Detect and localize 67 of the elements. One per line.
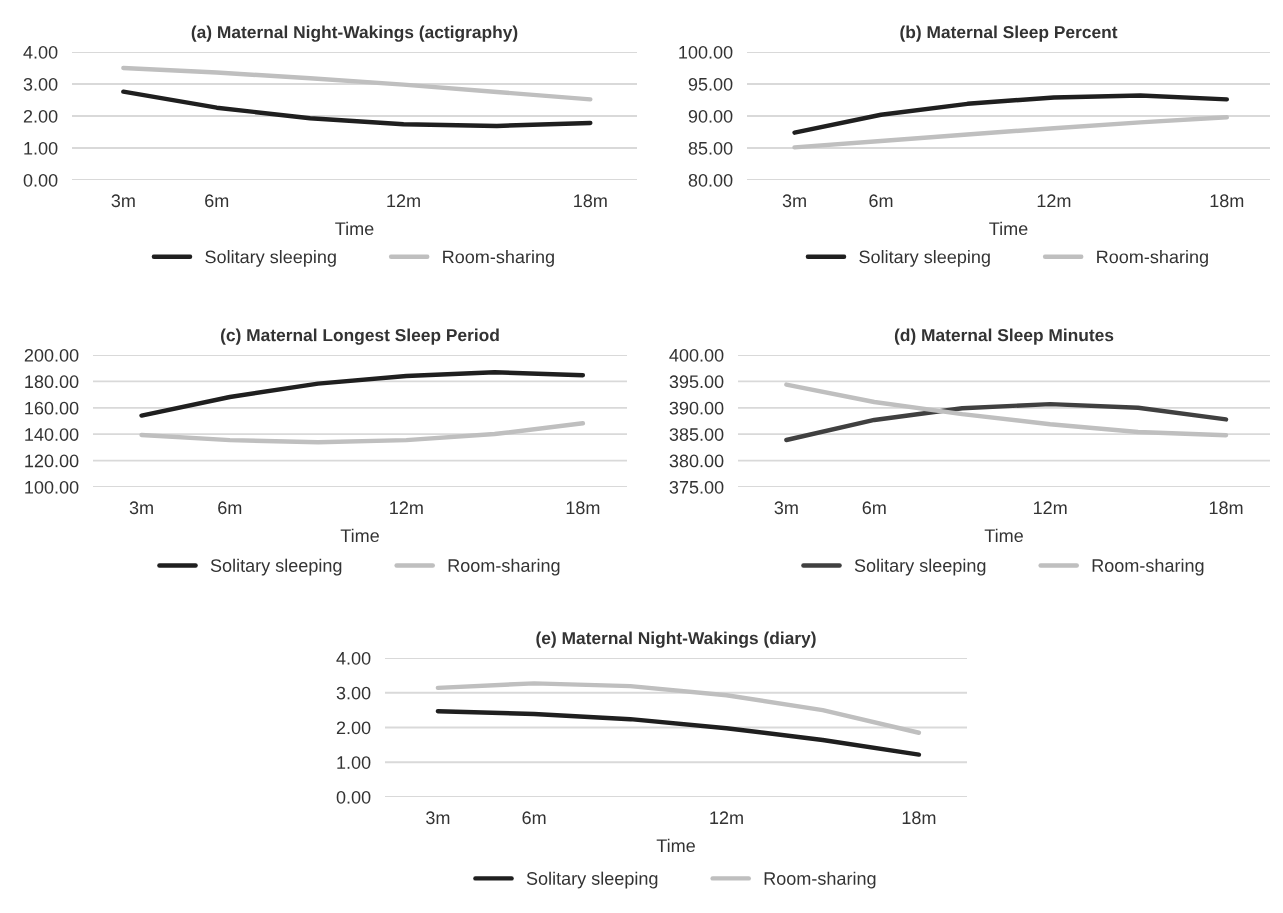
legend-label: Room-sharing [1097,250,1208,267]
x-tick-label: 18m [1209,501,1243,515]
y-tick-label: 0.00 [336,790,371,804]
x-tick-label: 6m [522,811,546,825]
y-tick-label: 180.00 [25,375,79,389]
x-axis-title: Time [340,528,379,543]
legend-label: Solitary sleeping [205,250,336,267]
legend-label: Solitary sleeping [859,250,990,267]
x-tick-label: 6m [205,194,229,208]
chart-title: (d) Maternal Sleep Minutes [894,328,1114,345]
chart-title: (b) Maternal Sleep Percent [900,25,1118,42]
x-tick-label: 12m [710,811,743,824]
chart-title: (c) Maternal Longest Sleep Period [220,328,499,345]
chart-title: (e) Maternal Night-Wakings (diary) [536,631,816,648]
x-axis-title: Time [656,838,695,853]
x-tick-label: 3m [129,501,153,515]
y-tick-label: 140.00 [25,428,79,441]
x-tick-label: 3m [782,194,806,208]
x-tick-label: 18m [902,811,936,825]
y-tick-label: 395.00 [669,375,724,389]
legend-label: Room-sharing [448,558,560,576]
y-tick-label: 390.00 [669,401,724,415]
y-tick-label: 80.00 [688,173,733,187]
x-tick-label: 18m [574,194,607,208]
x-axis-title: Time [989,221,1028,236]
y-tick-label: 2.00 [336,721,371,735]
y-tick-label: 0.00 [23,173,58,187]
x-axis-title: Time [335,221,374,236]
y-tick-label: 200.00 [24,348,79,362]
x-tick-label: 18m [566,501,600,515]
x-tick-label: 12m [1033,501,1067,514]
y-tick-label: 3.00 [23,77,58,91]
y-tick-label: 2.00 [23,109,58,123]
legend-label: Solitary sleeping [526,871,658,889]
y-tick-label: 120.00 [25,454,79,468]
y-tick-label: 1.00 [24,141,58,155]
y-tick-label: 375.00 [669,480,724,494]
x-tick-label: 12m [387,194,420,207]
x-tick-label: 3m [426,811,450,825]
chart-title: (a) Maternal Night-Wakings (actigraphy) [191,25,518,42]
y-tick-label: 385.00 [669,428,724,441]
x-tick-label: 12m [390,501,423,514]
y-tick-label: 400.00 [669,348,724,362]
x-tick-label: 3m [111,194,135,208]
y-tick-label: 1.00 [337,756,371,769]
x-tick-label: 6m [218,501,242,515]
legend-label: Solitary sleeping [854,558,986,576]
y-tick-label: 95.00 [688,77,733,91]
y-tick-label: 4.00 [23,45,58,59]
y-tick-label: 160.00 [25,401,79,415]
y-tick-label: 4.00 [336,651,371,665]
y-tick-label: 100.00 [679,45,733,59]
x-tick-label: 12m [1037,194,1071,207]
legend-label: Solitary sleeping [210,558,342,576]
legend-label: Room-sharing [764,871,876,889]
y-tick-label: 380.00 [669,454,724,468]
legend-label: Room-sharing [1092,558,1204,576]
y-tick-label: 3.00 [336,686,371,700]
legend-label: Room-sharing [443,250,554,267]
x-tick-label: 3m [774,501,798,515]
y-tick-label: 100.00 [25,480,79,494]
y-tick-label: 90.00 [688,109,733,123]
x-axis-title: Time [984,528,1023,543]
x-tick-label: 18m [1210,194,1244,208]
x-tick-label: 6m [869,194,893,208]
x-tick-label: 6m [862,501,886,515]
y-tick-label: 85.00 [688,141,733,155]
